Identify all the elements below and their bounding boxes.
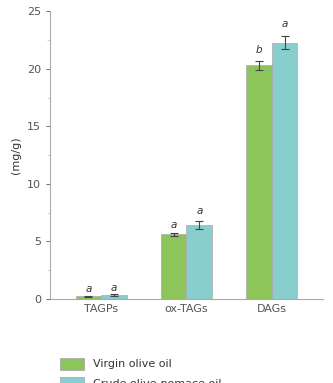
Text: a: a: [196, 206, 202, 216]
Legend: Virgin olive oil, Crude olive-pomace oil: Virgin olive oil, Crude olive-pomace oil: [56, 353, 226, 383]
Bar: [272, 43, 297, 299]
Text: a: a: [85, 285, 92, 295]
Text: b: b: [256, 44, 262, 54]
Bar: [161, 234, 186, 299]
Bar: [76, 296, 101, 299]
Y-axis label: (mg/g): (mg/g): [11, 136, 21, 174]
Bar: [101, 295, 127, 299]
Text: a: a: [111, 283, 117, 293]
Bar: [246, 65, 272, 299]
Text: a: a: [170, 220, 177, 230]
Text: a: a: [281, 19, 288, 29]
Bar: [186, 225, 212, 299]
